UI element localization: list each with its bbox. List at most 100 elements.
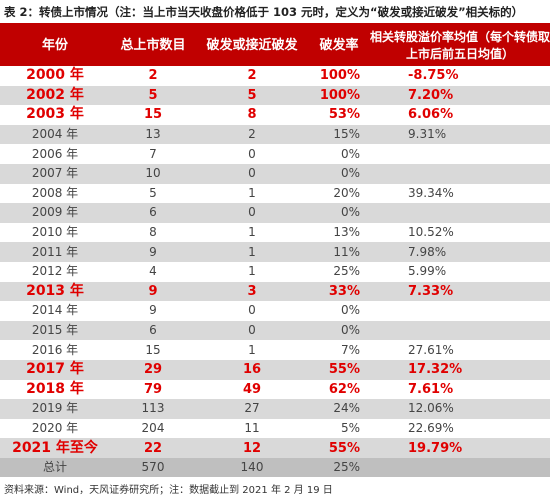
cell-premium: 7.61% <box>408 381 454 397</box>
cell-premium: 22.69% <box>408 420 454 435</box>
cell-broken: 0 <box>196 203 308 223</box>
cell-listed: 113 <box>110 399 196 419</box>
cell-broken: 0 <box>248 303 256 318</box>
cell-year: 2018 年 <box>26 380 84 397</box>
cell-broken: 11 <box>244 420 260 435</box>
cell-listed: 9 <box>110 281 196 302</box>
cell-rate: 0% <box>308 320 370 341</box>
cell-rate: 0% <box>340 303 360 318</box>
cell-year: 2015 年 <box>0 320 110 341</box>
cell-broken: 27 <box>196 399 308 419</box>
cell-listed: 9 <box>110 242 196 262</box>
cell-rate: 0% <box>308 203 370 223</box>
cell-premium: 7.33% <box>370 281 550 302</box>
table-row: 2014 年 9 0 0% <box>0 301 550 321</box>
cell-year: 2011 年 <box>0 242 110 262</box>
cell-premium: 12.06% <box>370 399 550 419</box>
cell-year: 2019 年 <box>0 399 110 419</box>
table-row: 2016 年 15 1 7% 27.61% <box>0 340 550 360</box>
cell-listed: 9 <box>149 303 157 318</box>
cell-rate: 33% <box>308 281 370 302</box>
cell-rate: 13% <box>333 225 360 240</box>
table-row: 2010 年 8 1 13% 10.52% <box>0 223 550 243</box>
cell-listed: 570 <box>110 457 196 478</box>
cell-listed: 15 <box>143 107 163 123</box>
caption-divider <box>0 23 550 25</box>
cell-premium: 19.79% <box>370 438 550 458</box>
cell-rate: 55% <box>308 438 370 458</box>
cell-year: 2000 年 <box>26 67 84 84</box>
cell-year: 2010 年 <box>31 225 79 240</box>
cell-premium: 17.32% <box>370 359 550 380</box>
cell-listed: 2 <box>148 68 158 84</box>
cell-premium <box>370 144 550 164</box>
cell-broken: 2 <box>196 124 308 145</box>
table-row: 2017 年 29 16 55% 17.32% <box>0 359 550 380</box>
table-row: 2015 年 6 0 0% <box>0 320 550 341</box>
cell-broken: 1 <box>196 242 308 262</box>
cell-year: 2013 年 <box>0 281 110 302</box>
cell-listed: 204 <box>141 420 165 435</box>
cell-rate: 5% <box>340 420 360 435</box>
cell-premium: -8.75% <box>408 68 459 84</box>
cell-broken: 8 <box>247 107 257 123</box>
cell-rate: 11% <box>308 242 370 262</box>
cell-listed: 10 <box>110 163 196 184</box>
total-row: 总计 570 140 25% <box>0 457 550 478</box>
cell-rate: 100% <box>308 85 370 106</box>
table-row: 2003 年 15 8 53% 6.06% <box>0 105 550 125</box>
cell-rate: 25% <box>308 457 370 478</box>
cell-rate: 55% <box>308 359 370 380</box>
table-row: 2012 年 4 1 25% 5.99% <box>0 262 550 282</box>
cell-broken: 1 <box>248 342 256 357</box>
cell-premium: 6.06% <box>408 107 454 123</box>
cell-year: 2008 年 <box>31 185 79 200</box>
cell-rate: 15% <box>308 124 370 145</box>
cell-broken: 2 <box>247 68 257 84</box>
cell-listed: 6 <box>110 320 196 341</box>
cell-year: 2014 年 <box>31 303 79 318</box>
cell-premium: 5.99% <box>408 264 447 279</box>
cell-year: 2009 年 <box>0 203 110 223</box>
cell-year: 2020 年 <box>31 420 79 435</box>
cell-year: 2004 年 <box>0 124 110 145</box>
cell-broken: 0 <box>196 320 308 341</box>
cell-listed: 8 <box>149 225 157 240</box>
cell-broken: 49 <box>242 381 262 397</box>
header-premium: 相关转股溢价率均值（每个转债取上市后前五日均值） <box>370 25 550 66</box>
cell-listed: 79 <box>143 381 163 397</box>
cell-year: 2007 年 <box>0 163 110 184</box>
cell-premium: 9.31% <box>370 124 550 145</box>
cell-rate: 25% <box>333 264 360 279</box>
table-caption: 表 2：转债上市情况（注：当上市当天收盘价格低于 103 元时，定义为“破发或接… <box>4 5 524 19</box>
table-row: 2020 年 204 11 5% 22.69% <box>0 419 550 439</box>
cell-premium: 39.34% <box>408 185 454 200</box>
cell-listed: 22 <box>110 438 196 458</box>
table-row: 2018 年 79 49 62% 7.61% <box>0 380 550 400</box>
cell-listed: 5 <box>149 185 157 200</box>
cell-broken: 0 <box>196 163 308 184</box>
cell-premium: 7.98% <box>370 242 550 262</box>
header-row: 年份 总上市数目 破发或接近破发 破发率 相关转股溢价率均值（每个转债取上市后前… <box>0 25 550 66</box>
cell-premium: 27.61% <box>408 342 454 357</box>
cell-rate: 24% <box>308 399 370 419</box>
table-row: 2000 年 2 2 100% -8.75% <box>0 66 550 86</box>
table-row: 2013 年 9 3 33% 7.33% <box>0 281 550 302</box>
table-row: 2002 年 5 5 100% 7.20% <box>0 85 550 106</box>
table-row: 2011 年 9 1 11% 7.98% <box>0 242 550 262</box>
cell-broken: 1 <box>248 264 256 279</box>
cell-rate: 7% <box>340 342 360 357</box>
cell-premium: 7.20% <box>370 85 550 106</box>
cell-year: 2002 年 <box>0 85 110 106</box>
cell-year: 2016 年 <box>31 342 79 357</box>
table-row: 2019 年 113 27 24% 12.06% <box>0 399 550 419</box>
cell-broken: 3 <box>196 281 308 302</box>
cell-rate: 62% <box>328 381 360 397</box>
header-rate: 破发率 <box>308 25 370 66</box>
table-row: 2009 年 6 0 0% <box>0 203 550 223</box>
header-listed: 总上市数目 <box>110 25 196 66</box>
cell-listed: 13 <box>110 124 196 145</box>
cell-year: 总计 <box>0 457 110 478</box>
cell-premium <box>370 457 550 478</box>
